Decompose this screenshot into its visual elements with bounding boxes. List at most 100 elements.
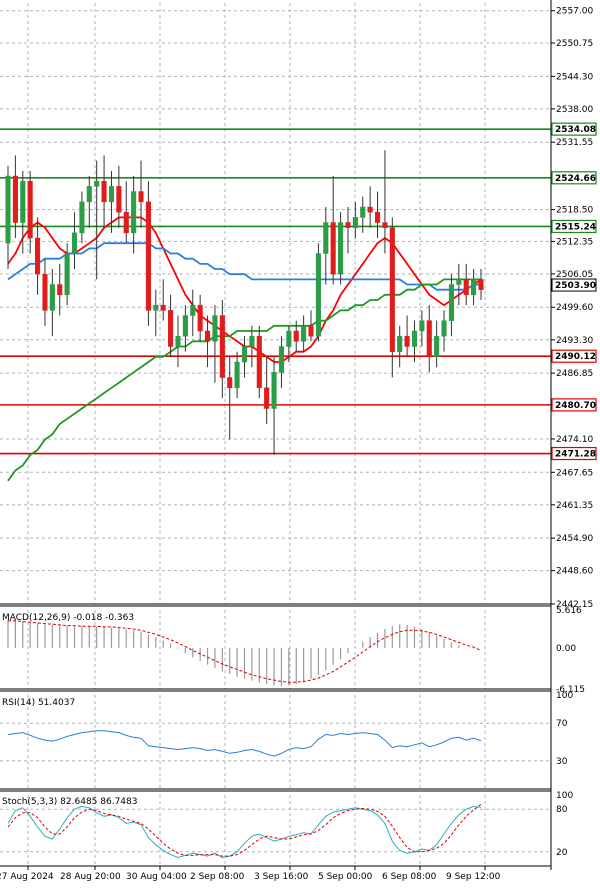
- candle: [278, 336, 284, 388]
- axis-labels: 2557.00 2550.75 2544.30 2538.00 2531.55 2518.…: [0, 7, 597, 882]
- candle-body: [42, 273, 48, 311]
- candle: [441, 310, 447, 352]
- candle: [219, 300, 225, 399]
- candle-body: [116, 186, 122, 213]
- candle-body: [49, 284, 55, 311]
- level-box: [551, 446, 597, 461]
- rsi-panel: [0, 722, 551, 762]
- level-box: [551, 398, 597, 412]
- candle: [249, 325, 255, 368]
- candle: [160, 279, 166, 321]
- candle: [241, 336, 248, 378]
- candle-body: [293, 330, 299, 342]
- price-tick-label: 2499.60: [556, 303, 593, 313]
- candle: [138, 160, 144, 228]
- candle-body: [94, 180, 100, 187]
- rsi-line: [7, 730, 482, 757]
- price-tick-label: 2442.15: [556, 600, 593, 610]
- candle-body: [323, 222, 329, 254]
- candle: [205, 315, 211, 368]
- price-tick-label: 2448.60: [556, 567, 593, 577]
- candle: [123, 181, 129, 244]
- macd-tick-label: 5.616: [556, 606, 582, 616]
- candle: [286, 325, 292, 362]
- candle: [27, 170, 33, 254]
- axes: [0, 0, 552, 870]
- time-tick-label: 6 Sep 08:00: [382, 872, 437, 882]
- time-tick-label: 27 Aug 2024: [0, 872, 54, 882]
- candle-body: [367, 206, 373, 213]
- rsi-tick-label: 30: [556, 757, 568, 767]
- candle-body: [241, 346, 248, 363]
- candle-body: [64, 253, 70, 296]
- moving-average-line: [7, 278, 481, 482]
- candle-body: [131, 191, 137, 234]
- candle: [308, 310, 314, 342]
- moving-average-line: [7, 242, 481, 291]
- candle-body: [57, 284, 63, 296]
- price-tick-label: 2467.65: [556, 468, 593, 478]
- time-tick-label: 3 Sep 16:00: [254, 872, 309, 882]
- price-tick-label: 2531.55: [556, 138, 593, 148]
- candle-body: [12, 175, 18, 223]
- candle-body: [264, 387, 270, 409]
- level-label: 2534.08: [555, 125, 596, 135]
- candle-body: [352, 217, 358, 228]
- candle: [264, 356, 270, 424]
- time-tick-label: 2 Sep 08:00: [190, 872, 245, 882]
- price-levels: [0, 128, 551, 455]
- candle: [35, 217, 41, 295]
- candle: [71, 212, 78, 270]
- candle-body: [160, 304, 166, 311]
- level-label: 2490.12: [555, 352, 596, 362]
- candle-body: [227, 377, 233, 389]
- candle-body: [101, 180, 107, 203]
- candle: [345, 207, 351, 254]
- candle: [5, 165, 11, 270]
- stoch-k-line: [7, 805, 482, 859]
- macd-signal-line: [8, 620, 482, 683]
- candle: [175, 315, 181, 368]
- candle: [360, 196, 366, 233]
- candle-body: [182, 315, 188, 337]
- level-label: 2471.28: [555, 450, 596, 460]
- candle-body: [145, 201, 151, 311]
- candle-body: [456, 279, 462, 285]
- candle: [463, 263, 469, 306]
- candle: [471, 269, 477, 306]
- candle-body: [315, 253, 321, 337]
- candle-body: [397, 335, 403, 352]
- candle: [478, 269, 484, 301]
- rsi-tick-label: 70: [556, 719, 568, 729]
- candle: [12, 155, 18, 239]
- rsi-label: RSI(14) 51.4037: [2, 698, 75, 708]
- time-tick-label: 28 Aug 20:00: [60, 872, 121, 882]
- price-tick-label: 2544.30: [556, 72, 593, 82]
- candle: [330, 176, 336, 285]
- candle-body: [382, 222, 388, 228]
- candle-body: [79, 201, 85, 234]
- candle-body: [411, 330, 418, 347]
- candle: [338, 212, 344, 285]
- grid: [0, 3, 551, 866]
- time-tick-label: 30 Aug 04:00: [126, 872, 187, 882]
- candle: [20, 170, 26, 254]
- candle: [323, 207, 329, 285]
- candle-body: [27, 180, 33, 239]
- candle-body: [20, 180, 26, 223]
- current-price-box: [551, 278, 597, 292]
- stoch-tick-label: 100: [556, 791, 573, 801]
- level-box: [551, 349, 597, 363]
- macd-panel: [7, 619, 482, 687]
- candle: [101, 155, 107, 228]
- candle: [256, 325, 262, 399]
- level-label: 2480.70: [555, 401, 596, 411]
- price-tick-label: 2557.00: [556, 7, 593, 17]
- price-tick-label: 2518.50: [556, 206, 593, 216]
- candle-body: [426, 320, 432, 358]
- candle: [234, 351, 240, 399]
- time-tick-label: 9 Sep 12:00: [446, 872, 501, 882]
- candle: [389, 217, 395, 378]
- candle-body: [360, 206, 366, 218]
- stoch-tick-label: 20: [556, 848, 568, 858]
